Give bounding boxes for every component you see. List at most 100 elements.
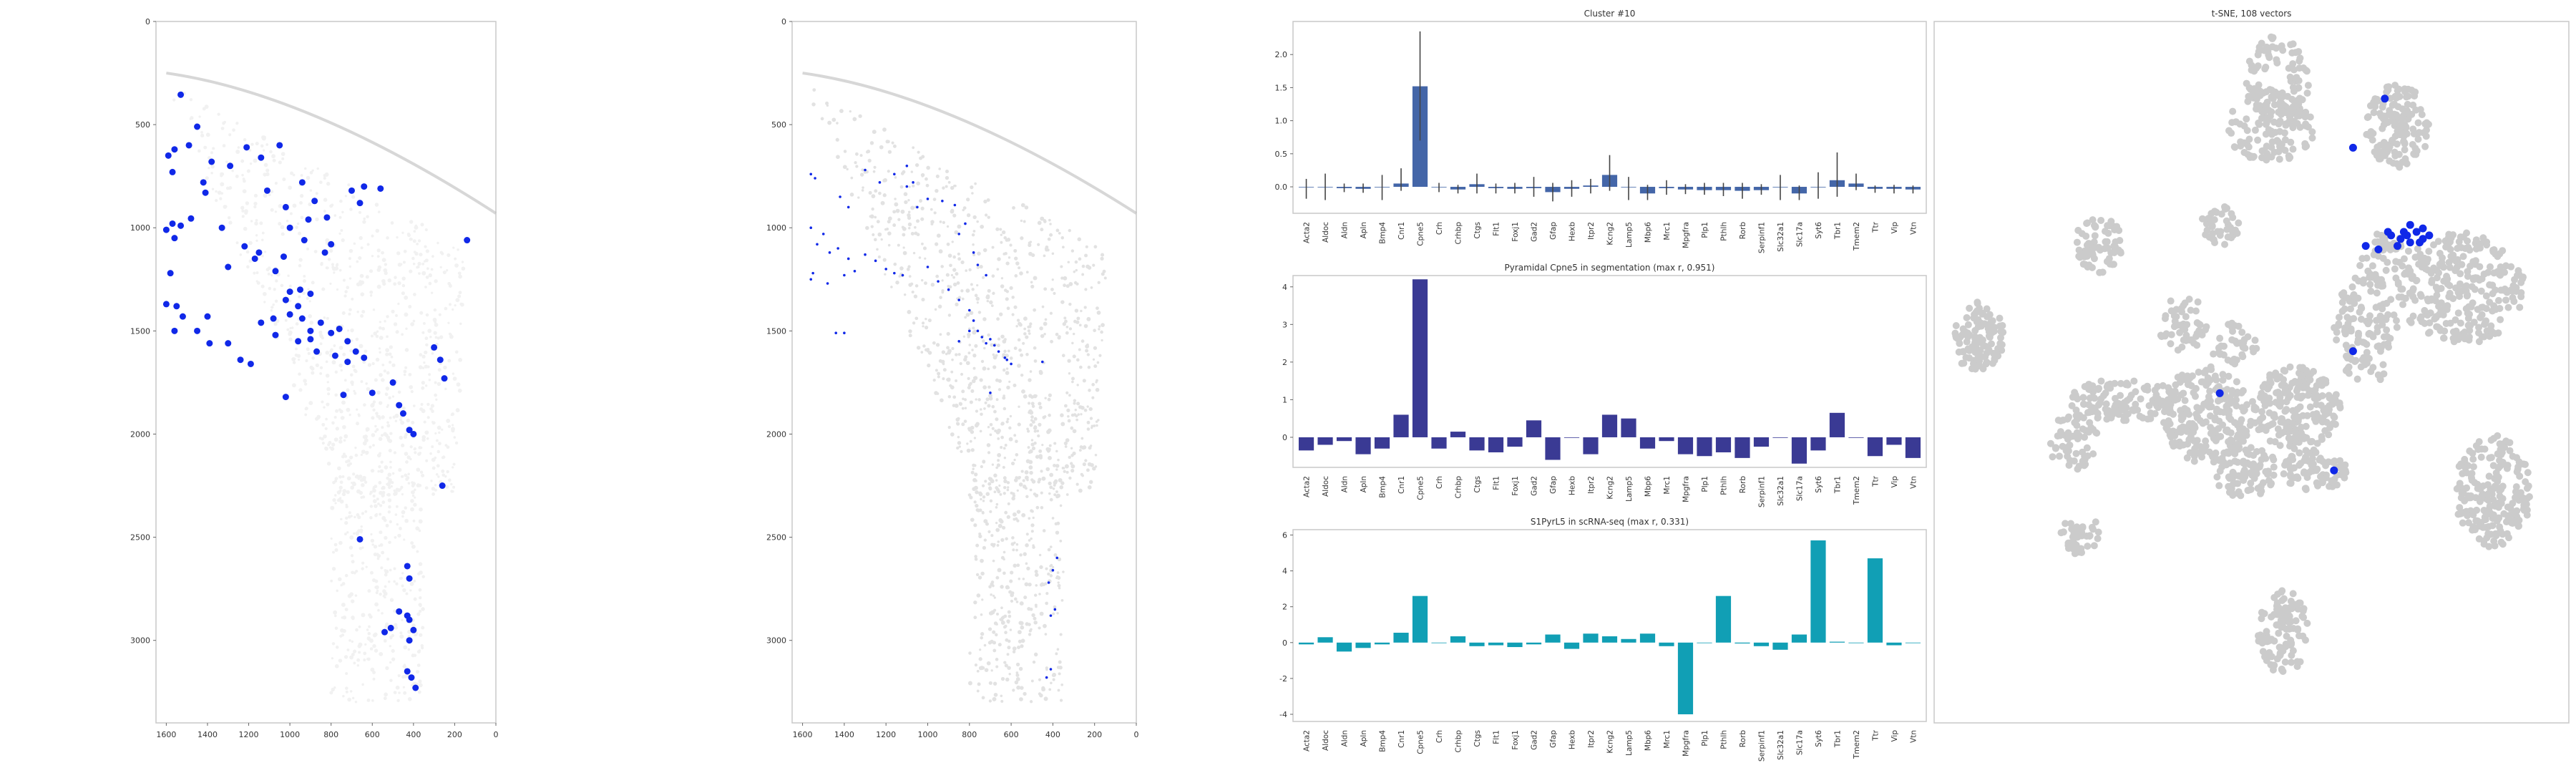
tissue-speck [353, 515, 356, 519]
tsne-point [2303, 366, 2311, 374]
tissue-speck [413, 653, 417, 657]
tsne-point [2231, 143, 2239, 151]
tissue-speck [324, 172, 329, 177]
tissue-speck [434, 336, 438, 339]
tissue-speck [989, 499, 993, 502]
tissue-speck [364, 434, 369, 439]
tsne-point [2457, 319, 2464, 327]
tsne-point [2083, 220, 2091, 228]
tissue-speck [384, 392, 388, 395]
tissue-speck [922, 344, 926, 348]
tsne-point [2366, 273, 2374, 281]
tsne-point [2184, 381, 2192, 389]
tissue-speck [1000, 538, 1005, 543]
tissue-speck [978, 657, 982, 661]
tissue-speck [341, 616, 344, 619]
tissue-speck [1063, 276, 1068, 281]
bar [1583, 633, 1599, 643]
tissue-speck [374, 504, 378, 508]
tsne-point [2396, 258, 2404, 266]
tsne-point [2256, 415, 2264, 423]
tissue-speck [406, 455, 411, 460]
tissue-speck [330, 537, 333, 540]
tissue-speck [223, 120, 227, 124]
tissue-speck [349, 208, 353, 211]
tsne-point [1996, 314, 2004, 322]
tissue-speck [389, 679, 393, 682]
tissue-speck [1023, 220, 1026, 223]
tissue-speck [942, 186, 945, 190]
tissue-speck [932, 379, 936, 382]
tsne-point [2514, 522, 2522, 530]
tissue-speck [882, 258, 887, 262]
tissue-speck [447, 478, 452, 482]
tissue-speck [861, 168, 864, 172]
tsne-point [2049, 453, 2057, 461]
tissue-speck [384, 263, 388, 266]
tissue-speck [325, 417, 328, 421]
tsne-point [2509, 293, 2517, 301]
tsne-point [2180, 389, 2187, 397]
data-point [874, 259, 877, 263]
tissue-speck [273, 322, 278, 326]
tissue-speck [1057, 689, 1060, 692]
tissue-speck [451, 429, 455, 433]
tissue-speck [1022, 479, 1025, 482]
plot-frame [1292, 529, 1927, 722]
tsne-point [2287, 480, 2295, 487]
tissue-speck [917, 150, 920, 154]
tsne-point [2294, 416, 2302, 424]
tsne-point [2379, 103, 2386, 111]
tissue-speck [458, 358, 462, 362]
tissue-speck [449, 334, 454, 339]
data-point [331, 352, 338, 359]
tsne-point [2281, 367, 2289, 375]
tissue-speck [1038, 405, 1043, 409]
tissue-speck [289, 326, 292, 330]
tsne-point [2401, 120, 2409, 128]
tissue-speck [459, 302, 463, 306]
tsne-point [2417, 313, 2425, 321]
tissue-speck [1015, 662, 1020, 666]
tissue-speck [1053, 464, 1056, 467]
tissue-speck [951, 240, 954, 243]
tissue-speck [452, 376, 457, 381]
data-point [941, 199, 944, 203]
tissue-speck [941, 350, 946, 354]
tissue-speck [441, 469, 445, 473]
tsne-point [2185, 436, 2193, 444]
tissue-speck [921, 298, 925, 302]
data-point [194, 327, 201, 334]
x-tick-label: Ttr [1871, 729, 1880, 742]
tissue-speck [914, 316, 919, 321]
data-point [1051, 568, 1055, 572]
tissue-speck [1080, 339, 1085, 343]
x-tick-label: Pthlh [1719, 730, 1728, 749]
tissue-speck [1086, 316, 1091, 321]
tissue-speck [1005, 367, 1009, 370]
tsne-point [2289, 145, 2297, 153]
tissue-speck [935, 188, 939, 193]
tissue-speck [1019, 621, 1024, 626]
tissue-speck [1017, 338, 1021, 342]
tissue-speck [404, 518, 409, 523]
tissue-speck [325, 350, 330, 355]
tissue-speck [899, 185, 904, 189]
tissue-speck [972, 467, 975, 470]
tissue-speck [366, 698, 371, 702]
tissue-speck [407, 472, 410, 476]
tsne-point [2342, 341, 2350, 349]
x-tick-label: Crhbp [1455, 222, 1463, 245]
tsne-point [2512, 284, 2520, 292]
tissue-speck [425, 249, 429, 253]
tissue-speck [386, 388, 389, 391]
tissue-speck [991, 463, 995, 466]
tissue-speck [1017, 422, 1021, 427]
y-tick-label: 1000 [130, 223, 150, 233]
tissue-speck [914, 162, 919, 167]
tsne-cluster [2248, 363, 2344, 452]
tissue-speck [1009, 286, 1013, 290]
x-tick-label: Hexb [1568, 476, 1577, 495]
tsne-point [2275, 431, 2283, 439]
tissue-speck [1043, 254, 1046, 258]
